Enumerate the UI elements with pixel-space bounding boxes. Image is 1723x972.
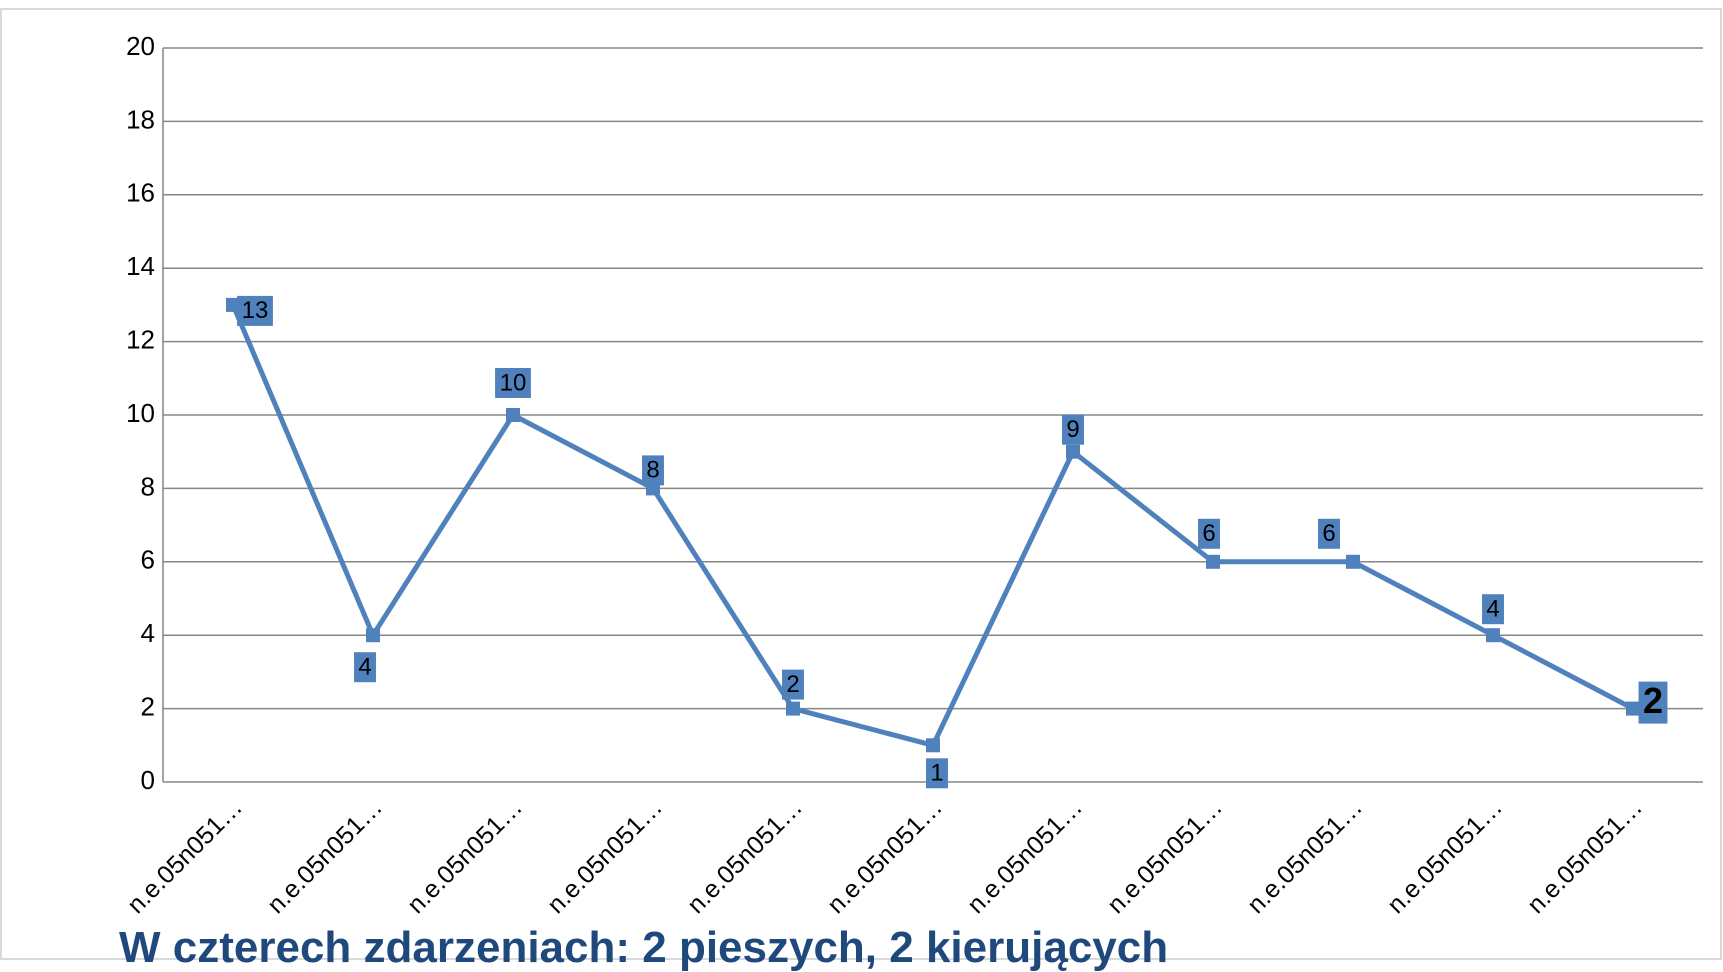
data-label: 1: [930, 760, 943, 787]
marker: [1626, 701, 1640, 716]
data-label: 9: [1066, 416, 1079, 443]
y-tick-label: 2: [141, 691, 155, 721]
data-label-box: [1638, 681, 1668, 724]
y-tick-label: 8: [141, 471, 155, 501]
data-label: 8: [646, 457, 659, 484]
y-tick-label: 14: [126, 251, 155, 281]
data-label-box: [926, 758, 948, 789]
marker: [1486, 628, 1500, 643]
y-tick-label: 4: [141, 618, 155, 648]
data-label: 2: [1643, 680, 1663, 721]
data-label-box: [1482, 594, 1504, 625]
data-label-box: [1318, 518, 1340, 549]
data-label-box: [354, 652, 376, 683]
y-tick-label: 16: [126, 178, 155, 208]
data-label-box: [642, 455, 664, 486]
y-tick-label: 12: [126, 324, 155, 354]
y-tick-label: 0: [141, 765, 155, 795]
y-tick-label: 10: [126, 398, 155, 428]
data-label-box: [1198, 518, 1220, 549]
data-label: 4: [358, 654, 371, 681]
y-tick-label: 20: [126, 31, 155, 61]
data-label: 2: [786, 671, 799, 698]
marker: [1346, 554, 1360, 569]
marker: [1206, 554, 1220, 569]
data-label: 13: [242, 297, 269, 324]
marker: [366, 628, 380, 643]
data-label: 4: [1486, 596, 1499, 623]
marker: [1066, 444, 1080, 459]
y-tick-label: 18: [126, 104, 155, 134]
data-label: 6: [1202, 520, 1215, 547]
data-label-box: [782, 669, 804, 700]
data-label: 10: [500, 369, 527, 396]
data-label-box: [495, 368, 531, 398]
data-label: 6: [1322, 520, 1335, 547]
chart-title: W czterech zdarzeniach: 2 pieszych, 2 ki…: [119, 923, 1168, 972]
data-label-box: [237, 295, 273, 326]
data-label-box: [1062, 414, 1084, 445]
marker: [786, 701, 800, 716]
marker: [226, 297, 240, 312]
y-tick-label: 6: [141, 545, 155, 575]
chart-frame: [0, 8, 1722, 960]
marker: [926, 738, 940, 753]
marker: [506, 408, 520, 422]
